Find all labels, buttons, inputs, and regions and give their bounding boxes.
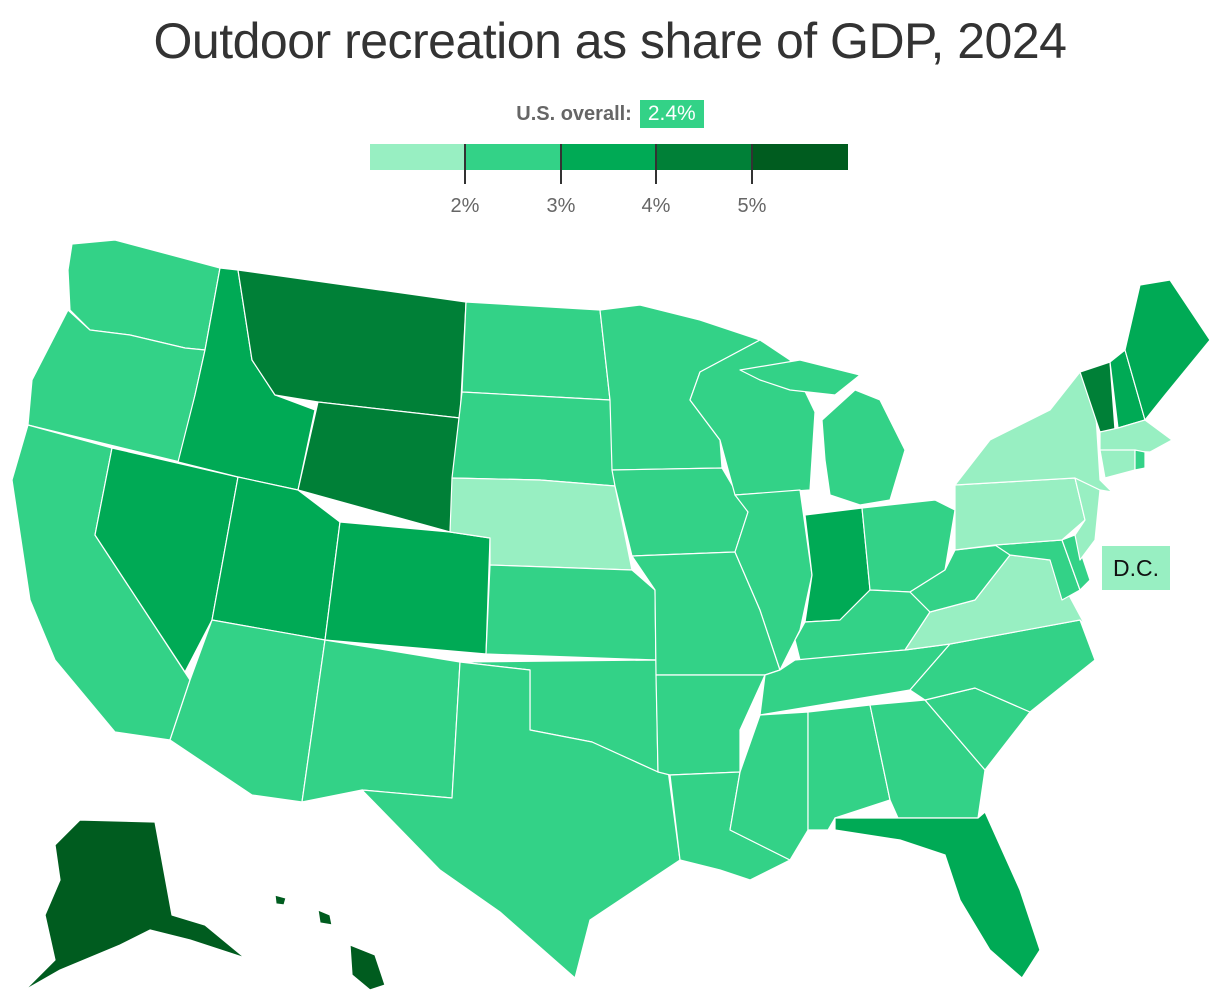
- state-ND[interactable]: [461, 301, 611, 401]
- legend-bin-4-5: [656, 144, 752, 170]
- dc-callout: D.C.: [1102, 546, 1170, 590]
- state-NM[interactable]: [301, 639, 461, 803]
- state-IA[interactable]: [611, 467, 749, 557]
- state-AK[interactable]: [24, 819, 246, 991]
- legend-tick: [655, 144, 657, 184]
- state-SD[interactable]: [451, 391, 616, 487]
- us-overall-value: 2.4%: [639, 100, 704, 128]
- state-HI[interactable]: [349, 944, 386, 991]
- legend-tick-label: 5%: [737, 195, 767, 217]
- legend-tick-label: 3%: [546, 195, 576, 217]
- legend-bin-2-3: [465, 144, 561, 170]
- us-overall: U.S. overall: 2.4%: [0, 100, 1220, 128]
- legend-bin-over-5: [752, 144, 848, 170]
- state-MI-upper[interactable]: [739, 359, 861, 396]
- chart-title: Outdoor recreation as share of GDP, 2024: [153, 13, 1067, 69]
- state-KS[interactable]: [485, 564, 657, 661]
- state-RI[interactable]: [1134, 449, 1146, 471]
- legend-tick: [464, 144, 466, 184]
- state-HI-kauai[interactable]: [274, 894, 287, 906]
- state-FL[interactable]: [834, 811, 1041, 979]
- state-MI[interactable]: [821, 389, 906, 506]
- legend-bin-under-2: [370, 144, 465, 170]
- legend-bin-3-4: [561, 144, 656, 170]
- us-overall-label: U.S. overall:: [516, 102, 632, 125]
- legend-tick: [751, 144, 753, 184]
- legend-tick-label: 4%: [641, 195, 671, 217]
- state-CO[interactable]: [324, 521, 491, 655]
- legend-tick-label: 2%: [450, 195, 480, 217]
- state-NY[interactable]: [954, 371, 1113, 493]
- state-TX[interactable]: [361, 661, 681, 979]
- state-CT[interactable]: [1099, 449, 1136, 479]
- state-DE[interactable]: [1061, 534, 1091, 591]
- legend-tick: [560, 144, 562, 184]
- color-legend: [370, 144, 848, 170]
- state-HI-maui[interactable]: [317, 909, 333, 926]
